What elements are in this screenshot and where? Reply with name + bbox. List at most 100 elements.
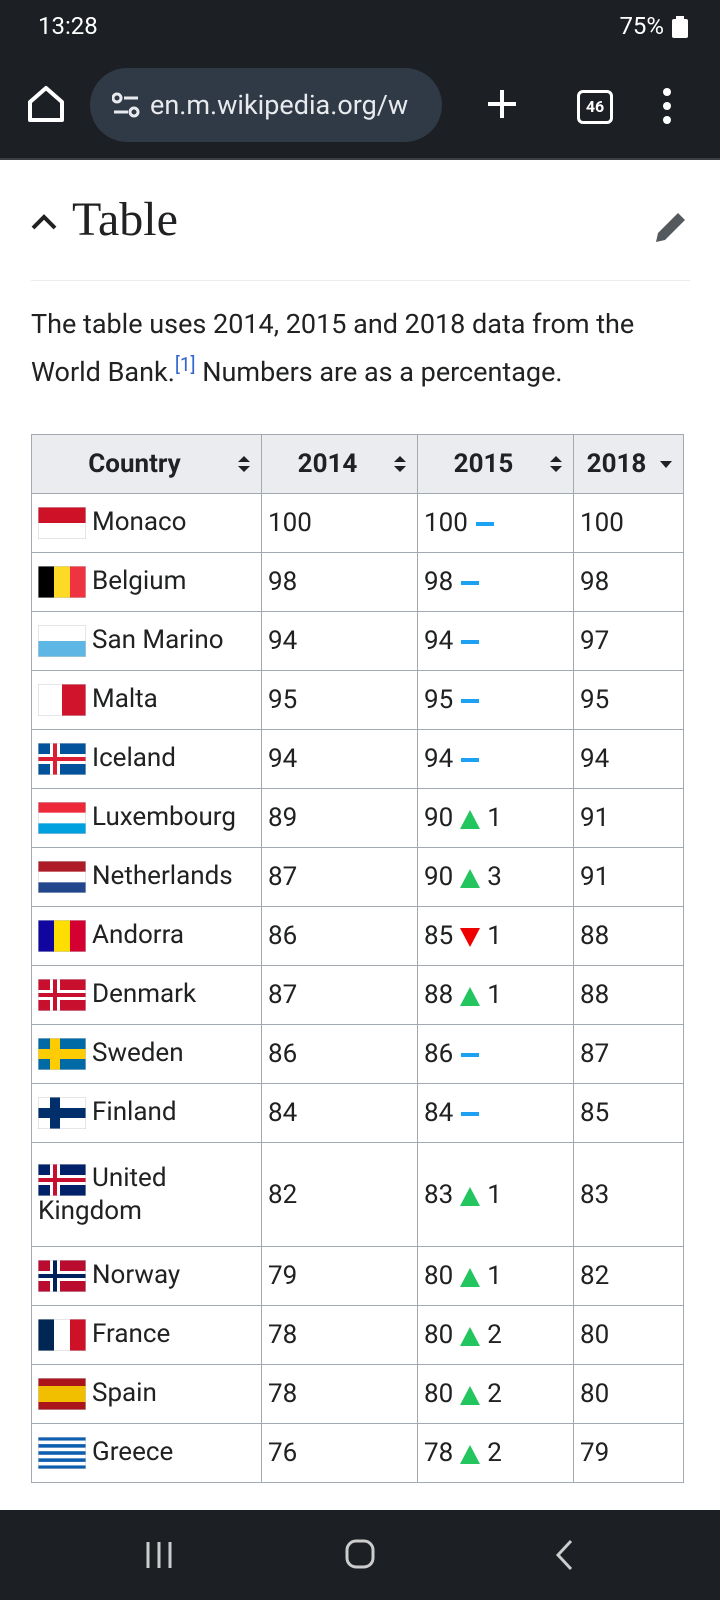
change-value: 1: [487, 980, 502, 1010]
trend-icon: [460, 1445, 481, 1465]
column-header[interactable]: Country: [31, 434, 262, 494]
value-2015: 83: [424, 1179, 454, 1210]
table-row: Norway 79 80 1 82: [31, 1246, 684, 1306]
flag: [37, 624, 87, 658]
value-cell-2015: 84: [417, 1083, 574, 1143]
url-text: en.m.wikipedia.org/w: [150, 89, 409, 121]
value-cell-2018: 85: [573, 1083, 684, 1143]
table-row: Iceland 94 94 94: [31, 729, 684, 789]
country-cell: Belgium: [31, 552, 262, 612]
home-nav-button[interactable]: [344, 1538, 376, 1570]
value-cell-2015: 98: [417, 552, 574, 612]
value-cell-2018: 88: [573, 965, 684, 1025]
country-cell: Andorra: [31, 906, 262, 966]
value-cell-2018: 80: [573, 1305, 684, 1365]
change-value: 1: [487, 1179, 502, 1210]
trend-icon: [461, 1112, 480, 1117]
country-name: France: [92, 1318, 171, 1349]
value-2015: 90: [424, 803, 454, 833]
value-2015: 80: [424, 1261, 454, 1291]
value-2015: 95: [424, 685, 454, 715]
article: Table The table uses 2014, 2015 and 2018…: [0, 160, 720, 1510]
flag: [37, 919, 87, 953]
value-cell-2018: 80: [573, 1364, 684, 1424]
flag: [37, 1163, 87, 1197]
value-2015: 84: [424, 1098, 454, 1128]
country-cell: Monaco: [31, 493, 262, 553]
table-row: Andorra 86 85 1 88: [31, 906, 684, 966]
value-cell-2014: 94: [261, 611, 418, 671]
value-cell-2018: 82: [573, 1246, 684, 1306]
table-row: Belgium 98 98 98: [31, 552, 684, 612]
value-cell-2015: 86: [417, 1024, 574, 1084]
flag: [37, 683, 87, 717]
menu-button[interactable]: [660, 86, 674, 126]
value-2015: 86: [424, 1039, 454, 1069]
edit-button[interactable]: [652, 208, 690, 246]
table-row: Greece 76 78 2 79: [31, 1423, 684, 1483]
country-name: Andorra: [92, 919, 185, 950]
divider: [31, 280, 690, 281]
flag: [37, 1096, 87, 1130]
site-settings-icon[interactable]: [112, 92, 140, 118]
value-cell-2018: 100: [573, 493, 684, 553]
header-text: 2018: [586, 449, 647, 479]
value-cell-2018: 91: [573, 847, 684, 907]
value-cell-2014: 79: [261, 1246, 418, 1306]
column-header[interactable]: 2014: [261, 434, 418, 494]
value-cell-2015: 90 3: [417, 847, 574, 907]
value-cell-2014: 95: [261, 670, 418, 730]
value-cell-2018: 91: [573, 788, 684, 848]
flag: [37, 1377, 87, 1411]
intro-text: The table uses 2014, 2015 and 2018 data …: [31, 308, 635, 388]
intro-paragraph: The table uses 2014, 2015 and 2018 data …: [31, 300, 701, 396]
flag: [37, 565, 87, 599]
column-header[interactable]: 2018: [573, 434, 684, 494]
country-cell: Iceland: [31, 729, 262, 789]
country-name: Greece: [92, 1436, 174, 1467]
value-2015: 80: [424, 1320, 454, 1350]
flag: [37, 860, 87, 894]
trend-icon: [461, 1053, 480, 1058]
address-bar[interactable]: en.m.wikipedia.org/w: [90, 68, 442, 142]
country-cell: Luxembourg: [31, 788, 262, 848]
value-cell-2018: 94: [573, 729, 684, 789]
back-button[interactable]: [552, 1538, 576, 1572]
citation[interactable]: [1]: [174, 353, 196, 376]
value-cell-2015: 94: [417, 729, 574, 789]
table-row: United Kingdom 82 83 1 83: [31, 1142, 684, 1247]
country-name: Luxembourg: [92, 801, 236, 832]
new-tab-button[interactable]: [486, 88, 518, 120]
flag: [37, 1318, 87, 1352]
country-name: Denmark: [92, 978, 197, 1009]
value-cell-2014: 78: [261, 1305, 418, 1365]
tab-switcher[interactable]: 46: [577, 90, 613, 124]
country-cell: Denmark: [31, 965, 262, 1025]
country-name: Monaco: [92, 506, 187, 537]
value-cell-2015: 90 1: [417, 788, 574, 848]
recents-button[interactable]: [144, 1540, 174, 1570]
header-text: 2014: [297, 449, 358, 479]
country-name: Netherlands: [92, 860, 233, 891]
country-cell: San Marino: [31, 611, 262, 671]
country-cell: Malta: [31, 670, 262, 730]
value-cell-2015: 95: [417, 670, 574, 730]
trend-icon: [461, 758, 480, 763]
value-cell-2014: 86: [261, 906, 418, 966]
value-2015: 98: [424, 567, 454, 597]
sort-icon: [550, 456, 562, 472]
status-bar: 13:28 75%: [0, 0, 720, 52]
value-2015: 90: [424, 862, 454, 892]
value-cell-2014: 87: [261, 965, 418, 1025]
collapse-toggle[interactable]: [30, 212, 58, 232]
change-value: 2: [487, 1379, 502, 1409]
change-value: 2: [487, 1438, 502, 1468]
trend-icon: [460, 928, 481, 948]
flag: [37, 742, 87, 776]
flag: [37, 801, 87, 835]
home-button[interactable]: [26, 84, 66, 124]
table-row: Sweden 86 86 87: [31, 1024, 684, 1084]
country-name: Sweden: [92, 1037, 184, 1068]
column-header[interactable]: 2015: [417, 434, 574, 494]
